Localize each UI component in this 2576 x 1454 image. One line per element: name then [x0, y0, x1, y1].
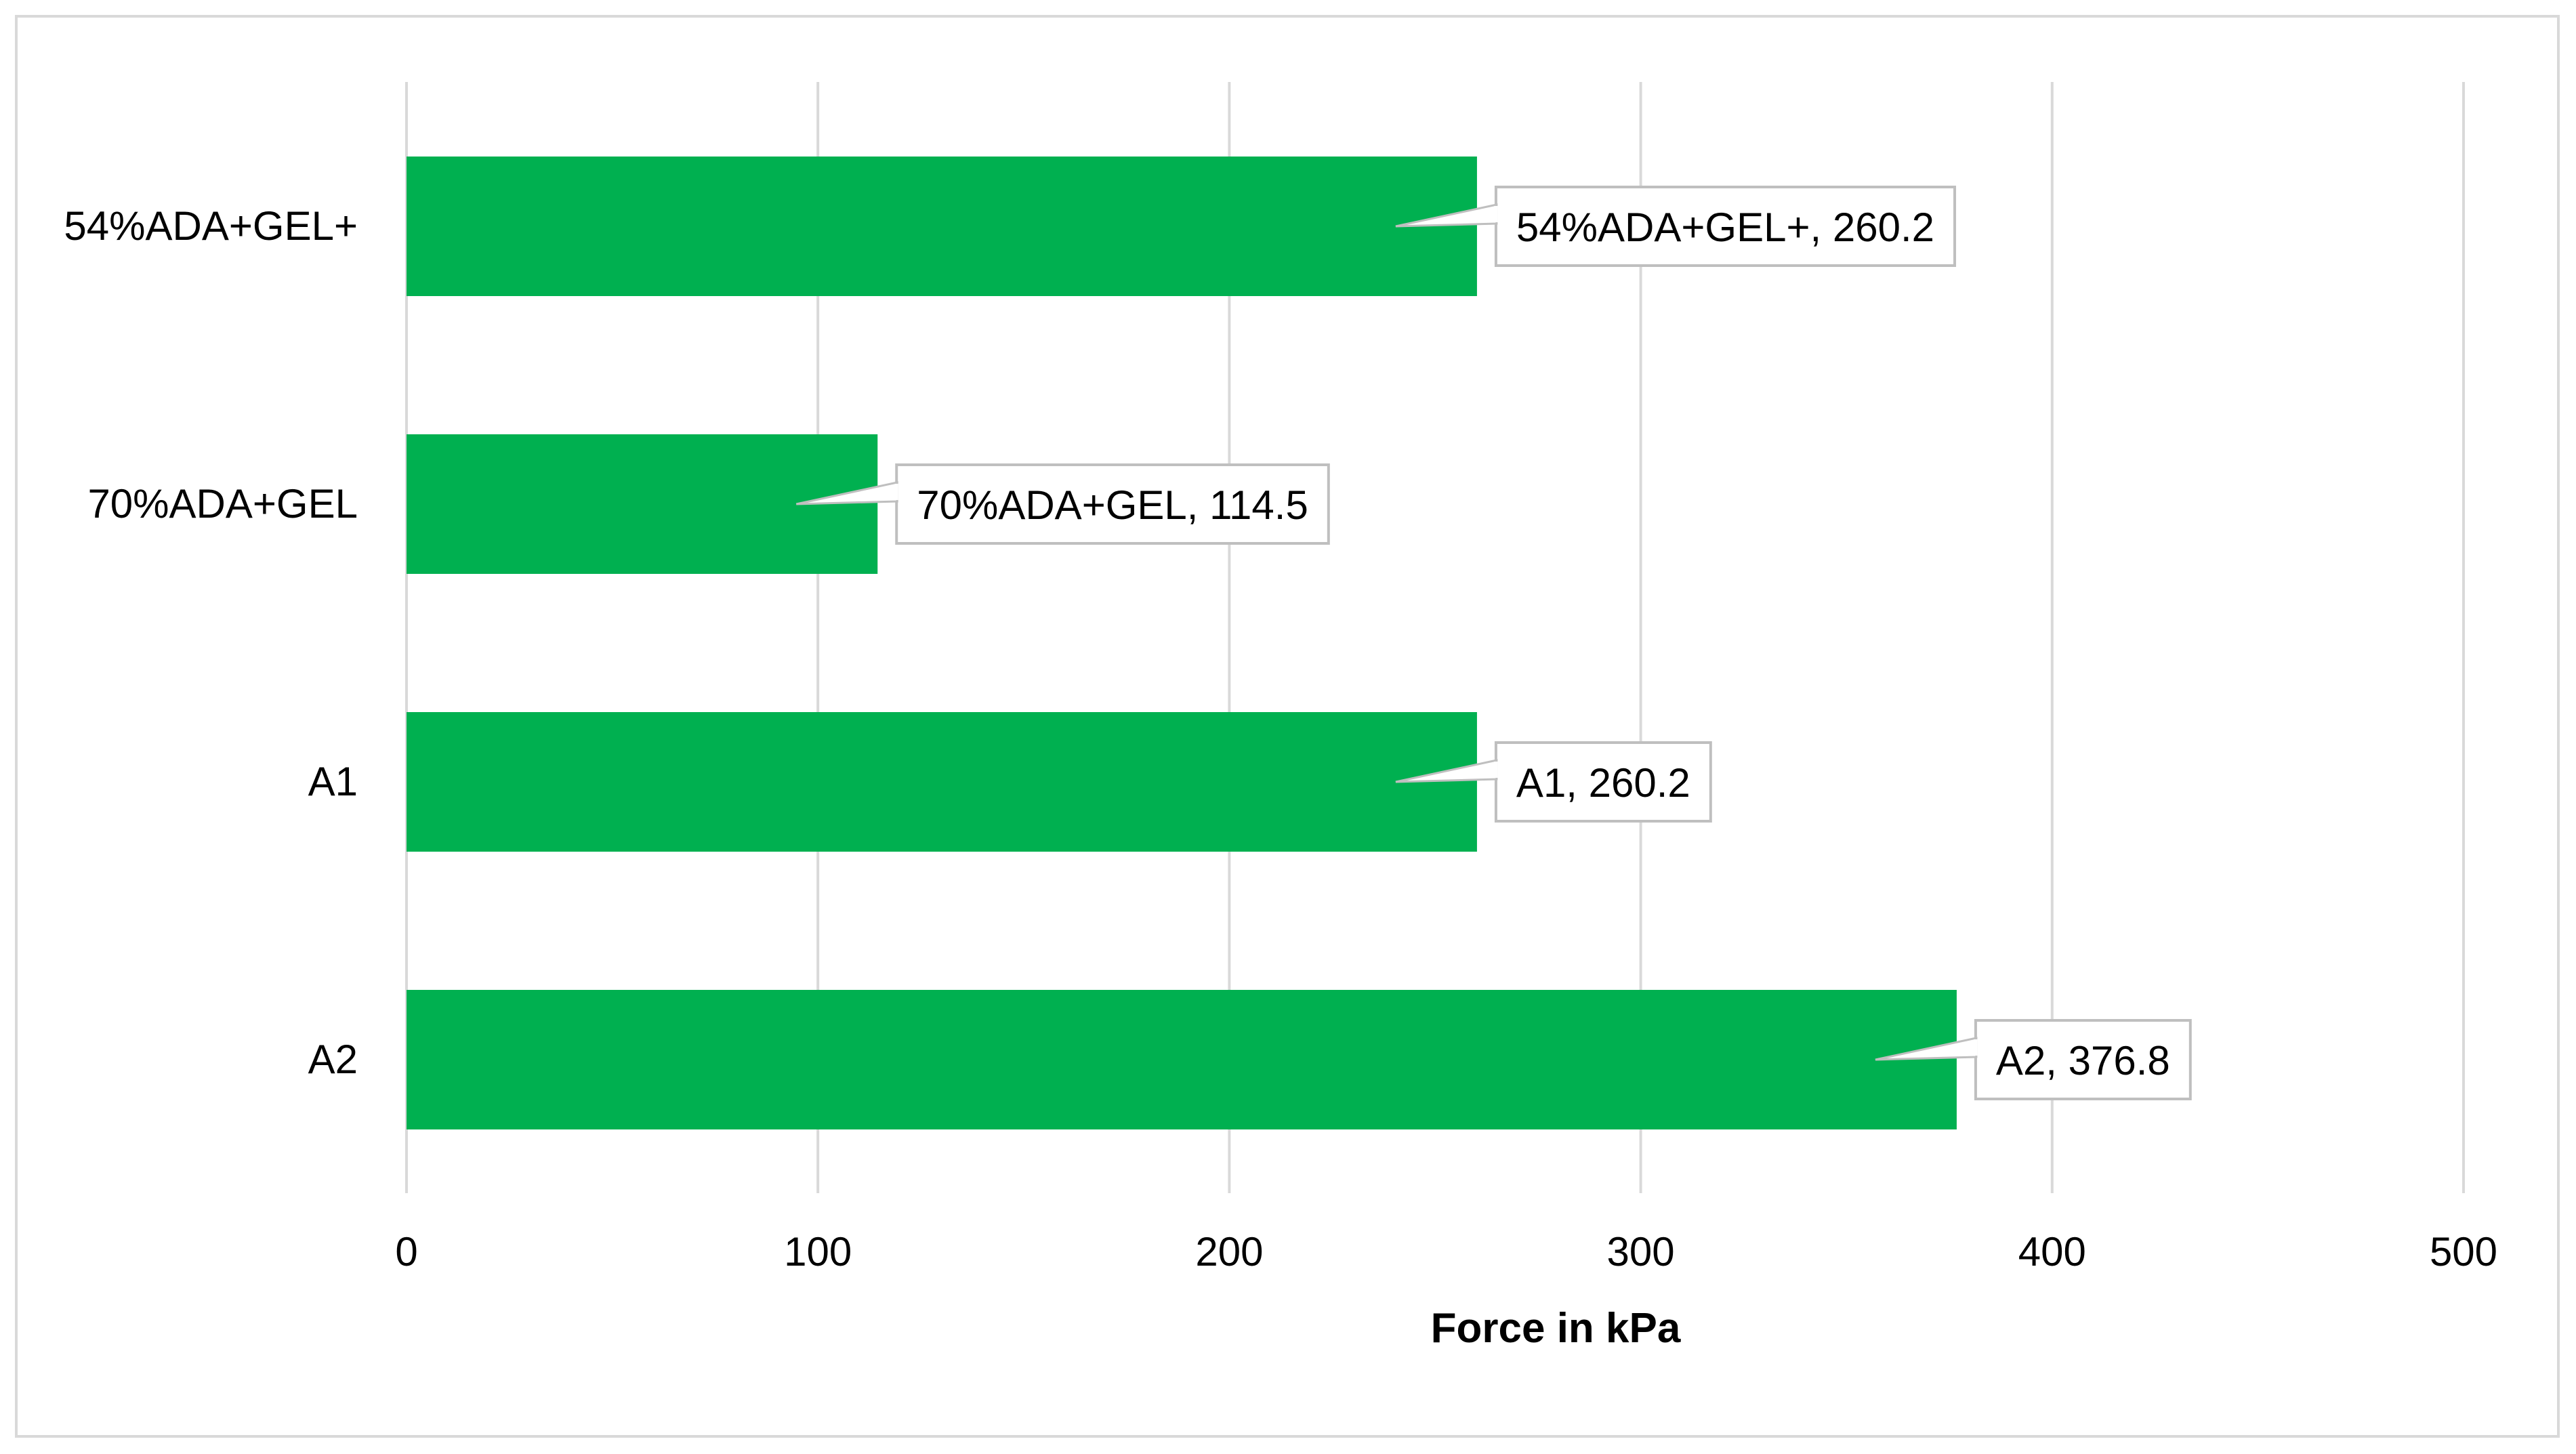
data-label-box: [1974, 1019, 2192, 1100]
chart-frame: 54%ADA+GEL+ 70%ADA+GEL A1 A2 0 100 200 300 400 5…: [15, 15, 2560, 1438]
data-label-text: A1, 260.2: [1516, 760, 1690, 806]
data-label: A1, 260.2: [1395, 741, 1712, 823]
data-label: 70%ADA+GEL, 114.5: [795, 463, 1330, 545]
x-tick-label: 0: [395, 1229, 417, 1274]
x-tick-label: 200: [1195, 1229, 1263, 1274]
data-labels: 54%ADA+GEL+, 260.2 70%ADA+GEL, 114.5 A1, 2…: [795, 186, 2192, 1100]
x-tick-label: 100: [784, 1229, 852, 1274]
x-tick-label: 400: [2018, 1229, 2086, 1274]
x-tick-label: 300: [1607, 1229, 1675, 1274]
category-label: 54%ADA+GEL+: [64, 203, 358, 249]
category-label: A1: [308, 759, 358, 804]
x-tick-labels: 0 100 200 300 400 500: [395, 1229, 2497, 1274]
bar: [407, 712, 1477, 852]
category-label: A2: [308, 1037, 358, 1082]
bar-chart: 54%ADA+GEL+ 70%ADA+GEL A1 A2 0 100 200 300 400 5…: [64, 82, 2497, 1352]
x-tick-label: 500: [2430, 1229, 2497, 1274]
category-label: 70%ADA+GEL: [87, 481, 358, 526]
data-label-text: A2, 376.8: [1996, 1038, 2170, 1083]
data-label-box: [895, 463, 1330, 545]
data-label-text: 54%ADA+GEL+, 260.2: [1516, 205, 1934, 250]
category-labels: 54%ADA+GEL+ 70%ADA+GEL A1 A2: [64, 203, 358, 1082]
x-axis-title: Force in kPa: [1431, 1305, 1681, 1352]
bar: [407, 157, 1477, 296]
data-label-box: [1494, 186, 1957, 267]
data-label-text: 70%ADA+GEL, 114.5: [917, 482, 1308, 528]
data-label: A2, 376.8: [1875, 1019, 2192, 1100]
bars: [407, 157, 1957, 1129]
bar: [407, 990, 1957, 1129]
data-label-box: [1494, 741, 1712, 823]
data-label: 54%ADA+GEL+, 260.2: [1395, 186, 1957, 267]
